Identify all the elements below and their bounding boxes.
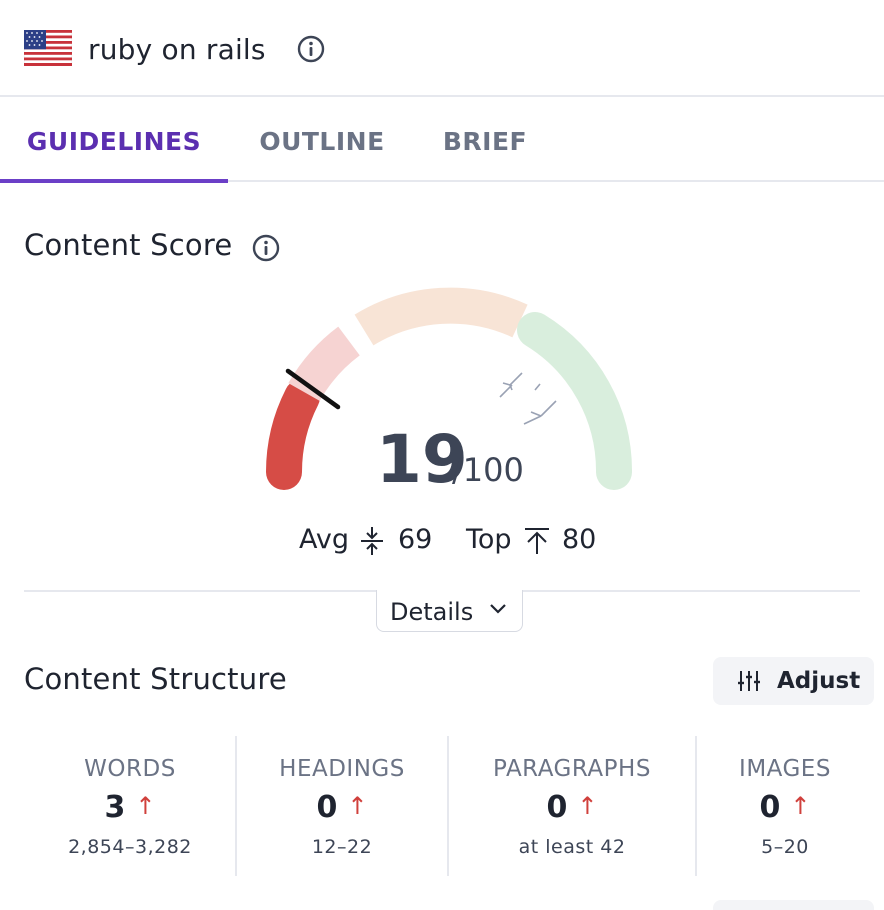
top-label: Top — [466, 524, 512, 555]
sliders-icon — [738, 671, 760, 691]
metric-label: PARAGRAPHS — [493, 756, 651, 782]
metric-range: 2,854–3,282 — [68, 836, 192, 858]
metric-images: IMAGES 0 ↑ 5–20 — [697, 736, 873, 876]
tab-outline[interactable]: OUTLINE — [259, 127, 385, 156]
keyword-title: ruby on rails — [88, 33, 266, 66]
tab-guidelines[interactable]: GUIDELINES — [26, 127, 202, 156]
details-button[interactable]: Details — [376, 590, 523, 632]
metric-label: IMAGES — [739, 756, 831, 782]
metric-value: 0 ↑ — [759, 790, 811, 825]
adjust-label: Adjust — [777, 668, 861, 694]
info-icon[interactable] — [297, 35, 325, 63]
arrow-up-icon: ↑ — [577, 792, 598, 820]
tab-brief[interactable]: BRIEF — [442, 127, 528, 156]
score-max: /100 — [452, 451, 524, 489]
us-flag-icon — [24, 30, 72, 66]
arrow-up-icon: ↑ — [347, 792, 368, 820]
adjust-button[interactable]: Adjust — [713, 657, 874, 705]
chevron-down-icon — [490, 604, 506, 614]
metric-label: HEADINGS — [279, 756, 405, 782]
info-icon[interactable] — [252, 234, 280, 262]
top-arrow-icon — [525, 528, 549, 554]
metric-range: 5–20 — [761, 836, 809, 858]
avg-top-marker-icon — [499, 372, 557, 425]
details-label: Details — [390, 598, 474, 626]
tab-bar: GUIDELINES OUTLINE BRIEF — [0, 97, 884, 183]
active-tab-indicator — [0, 179, 228, 183]
score-needle — [285, 368, 341, 410]
avg-top-row: Avg 69 Top 80 — [0, 520, 884, 560]
keyword-header: ruby on rails — [0, 0, 884, 97]
metric-paragraphs: PARAGRAPHS 0 ↑ at least 42 — [449, 736, 695, 876]
gauge-segment-high — [517, 312, 633, 490]
metric-value: 3 ↑ — [104, 790, 156, 825]
avg-label: Avg — [299, 524, 350, 555]
content-score-title: Content Score — [24, 228, 233, 262]
metric-words: WORDS 3 ↑ 2,854–3,282 — [24, 736, 236, 876]
top-value: 80 — [562, 524, 597, 555]
metric-value: 0 ↑ — [546, 790, 598, 825]
score-value: 19 — [376, 421, 468, 498]
gauge-segment-mid — [354, 287, 528, 346]
content-score-gauge — [265, 287, 633, 490]
avg-compress-icon — [361, 527, 383, 555]
content-structure-title: Content Structure — [24, 662, 287, 696]
gauge-segment-low-light — [288, 326, 361, 402]
metric-separator — [695, 736, 697, 876]
content-structure-metrics: WORDS 3 ↑ 2,854–3,282 HEADINGS 0 ↑ 12–22 P… — [24, 736, 884, 876]
metric-separator — [235, 736, 237, 876]
metric-range: at least 42 — [518, 836, 626, 858]
metric-range: 12–22 — [311, 836, 373, 858]
arrow-up-icon: ↑ — [135, 792, 156, 820]
metric-headings: HEADINGS 0 ↑ 12–22 — [237, 736, 447, 876]
metric-value: 0 ↑ — [316, 790, 368, 825]
avg-value: 69 — [398, 524, 433, 555]
metric-label: WORDS — [84, 756, 176, 782]
next-section-button-edge[interactable] — [713, 900, 874, 910]
arrow-up-icon: ↑ — [790, 792, 811, 820]
metric-separator — [447, 736, 449, 876]
gauge-segment-low — [265, 379, 320, 490]
